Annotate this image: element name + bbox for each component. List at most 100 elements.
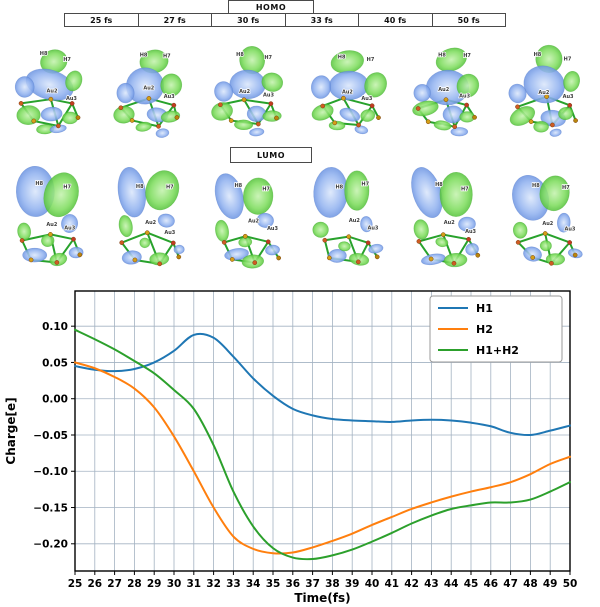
svg-text:−0.15: −0.15 — [33, 502, 68, 514]
svg-text:0.10: 0.10 — [42, 321, 68, 333]
lumo-orbital-image-2: H8 H7 Au2 Au3 — [117, 166, 185, 267]
time-label-33fs: 33 fs — [284, 13, 359, 27]
svg-text:H7: H7 — [63, 184, 71, 190]
lumo-orbital-image-1: H8 H7 Au2 Au3 — [15, 165, 84, 267]
svg-text:33: 33 — [226, 578, 241, 590]
svg-text:Charge[e]: Charge[e] — [4, 397, 18, 464]
svg-text:27: 27 — [107, 578, 122, 590]
homo-orbital-row: H8 H7 Au2 Au3 H8 H7 Au2 Au3 H8 H7 Au2 Au3 H8 H7 Au2… — [6, 26, 594, 146]
svg-text:Au2: Au2 — [248, 218, 259, 224]
svg-text:H8: H8 — [140, 53, 148, 59]
svg-text:H7: H7 — [163, 54, 171, 60]
lumo-orbital-image-5: H8 H7 Au2 Au3 — [410, 167, 480, 268]
svg-text:H7: H7 — [63, 57, 71, 63]
svg-text:H7: H7 — [265, 55, 273, 61]
svg-text:49: 49 — [543, 578, 558, 590]
svg-text:37: 37 — [305, 578, 320, 590]
svg-text:H7: H7 — [366, 57, 374, 63]
svg-text:Au3: Au3 — [459, 94, 470, 100]
svg-text:31: 31 — [186, 578, 201, 590]
svg-text:H8: H8 — [235, 183, 243, 189]
svg-text:42: 42 — [404, 578, 419, 590]
svg-text:H8: H8 — [438, 52, 446, 58]
svg-text:Au3: Au3 — [563, 94, 574, 100]
time-label-40fs: 40 fs — [358, 13, 433, 27]
svg-text:32: 32 — [206, 578, 221, 590]
svg-text:H8: H8 — [237, 52, 245, 58]
svg-text:H8: H8 — [534, 52, 542, 58]
svg-text:H8: H8 — [337, 54, 345, 60]
svg-text:Au2: Au2 — [542, 221, 553, 227]
svg-text:25: 25 — [68, 578, 83, 590]
svg-text:H8: H8 — [40, 51, 48, 57]
svg-text:H7: H7 — [166, 184, 174, 190]
svg-text:Au3: Au3 — [564, 227, 575, 233]
homo-orbital-image-1: H8 H7 Au2 Au3 — [14, 49, 83, 135]
svg-text:H1: H1 — [476, 302, 493, 315]
svg-text:40: 40 — [365, 578, 380, 590]
svg-text:50: 50 — [563, 578, 578, 590]
svg-text:38: 38 — [325, 578, 340, 590]
time-label-50fs: 50 fs — [431, 13, 506, 27]
svg-text:H8: H8 — [136, 184, 144, 190]
svg-text:Au2: Au2 — [46, 222, 57, 228]
lumo-orbital-image-3: H8 H7 Au2 Au3 — [215, 173, 282, 269]
svg-text:47: 47 — [503, 578, 518, 590]
svg-text:41: 41 — [384, 578, 399, 590]
svg-text:Au3: Au3 — [164, 94, 175, 100]
homo-orbital-image-2: H8 H7 Au2 Au3 — [113, 49, 183, 138]
svg-text:H8: H8 — [435, 182, 443, 188]
svg-text:Au3: Au3 — [263, 92, 274, 98]
svg-text:Au2: Au2 — [444, 220, 455, 226]
lumo-orbital-image-4: H8 H7 Au2 Au3 — [312, 167, 383, 266]
svg-text:30: 30 — [167, 578, 182, 590]
svg-text:26: 26 — [87, 578, 102, 590]
svg-text:Au2: Au2 — [144, 86, 155, 92]
svg-text:Time(fs): Time(fs) — [294, 591, 350, 605]
svg-text:29: 29 — [147, 578, 162, 590]
svg-text:Au2: Au2 — [348, 218, 359, 224]
charge-chart-container: 25 26 27 28 29 30 31 32 33 34 35 36 37 38 39 40 41 42 43 44… — [0, 284, 600, 607]
svg-text:35: 35 — [266, 578, 281, 590]
svg-text:Au3: Au3 — [66, 96, 77, 102]
homo-orbital-image-5: H8 H7 Au2 Au3 — [412, 47, 479, 137]
svg-text:44: 44 — [444, 578, 459, 590]
svg-text:H7: H7 — [361, 181, 369, 187]
svg-text:Au2: Au2 — [47, 88, 58, 94]
lumo-orbital-image-6: H8 H7 Au2 Au3 — [511, 175, 583, 266]
svg-text:Au3: Au3 — [361, 96, 372, 102]
time-label-27fs: 27 fs — [137, 13, 212, 27]
svg-text:0.00: 0.00 — [42, 394, 68, 406]
svg-text:43: 43 — [424, 578, 439, 590]
lumo-orbital-row: H8 H7 Au2 Au3 H8 H7 Au2 Au3 H8 H7 Au2 Au3 H8 H7 Au2… — [6, 163, 594, 283]
svg-text:H7: H7 — [562, 185, 570, 191]
svg-text:H7: H7 — [564, 56, 572, 62]
svg-text:45: 45 — [464, 578, 479, 590]
svg-text:Au2: Au2 — [438, 87, 449, 93]
svg-text:0.05: 0.05 — [42, 357, 68, 369]
svg-text:−0.20: −0.20 — [33, 539, 68, 551]
time-label-25fs: 25 fs — [64, 13, 139, 27]
homo-orbital-image-3: H8 H7 Au2 Au3 — [211, 46, 284, 137]
svg-text:Au3: Au3 — [465, 229, 476, 235]
svg-text:H8: H8 — [35, 181, 43, 187]
svg-text:H7: H7 — [463, 53, 471, 59]
svg-text:H8: H8 — [532, 183, 540, 189]
svg-text:Au2: Au2 — [240, 89, 251, 95]
svg-text:Au3: Au3 — [64, 226, 75, 232]
svg-text:H8: H8 — [335, 185, 343, 191]
homo-orbital-image-4: H8 H7 Au2 Au3 — [310, 50, 387, 135]
time-label-30fs: 30 fs — [211, 13, 286, 27]
homo-orbital-image-6: H8 H7 Au2 Au3 — [508, 44, 580, 137]
svg-text:36: 36 — [285, 578, 300, 590]
charge-chart: 25 26 27 28 29 30 31 32 33 34 35 36 37 38 39 40 41 42 43 44… — [4, 290, 578, 605]
svg-text:Au3: Au3 — [367, 225, 378, 231]
svg-text:Au2: Au2 — [538, 90, 549, 96]
svg-text:46: 46 — [483, 578, 498, 590]
svg-text:34: 34 — [246, 578, 261, 590]
time-label-strip: 25 fs 27 fs 30 fs 33 fs 40 fs 50 fs — [64, 13, 506, 27]
lumo-label: LUMO — [230, 147, 312, 163]
svg-text:−0.05: −0.05 — [33, 430, 68, 442]
svg-text:Au3: Au3 — [267, 226, 278, 232]
